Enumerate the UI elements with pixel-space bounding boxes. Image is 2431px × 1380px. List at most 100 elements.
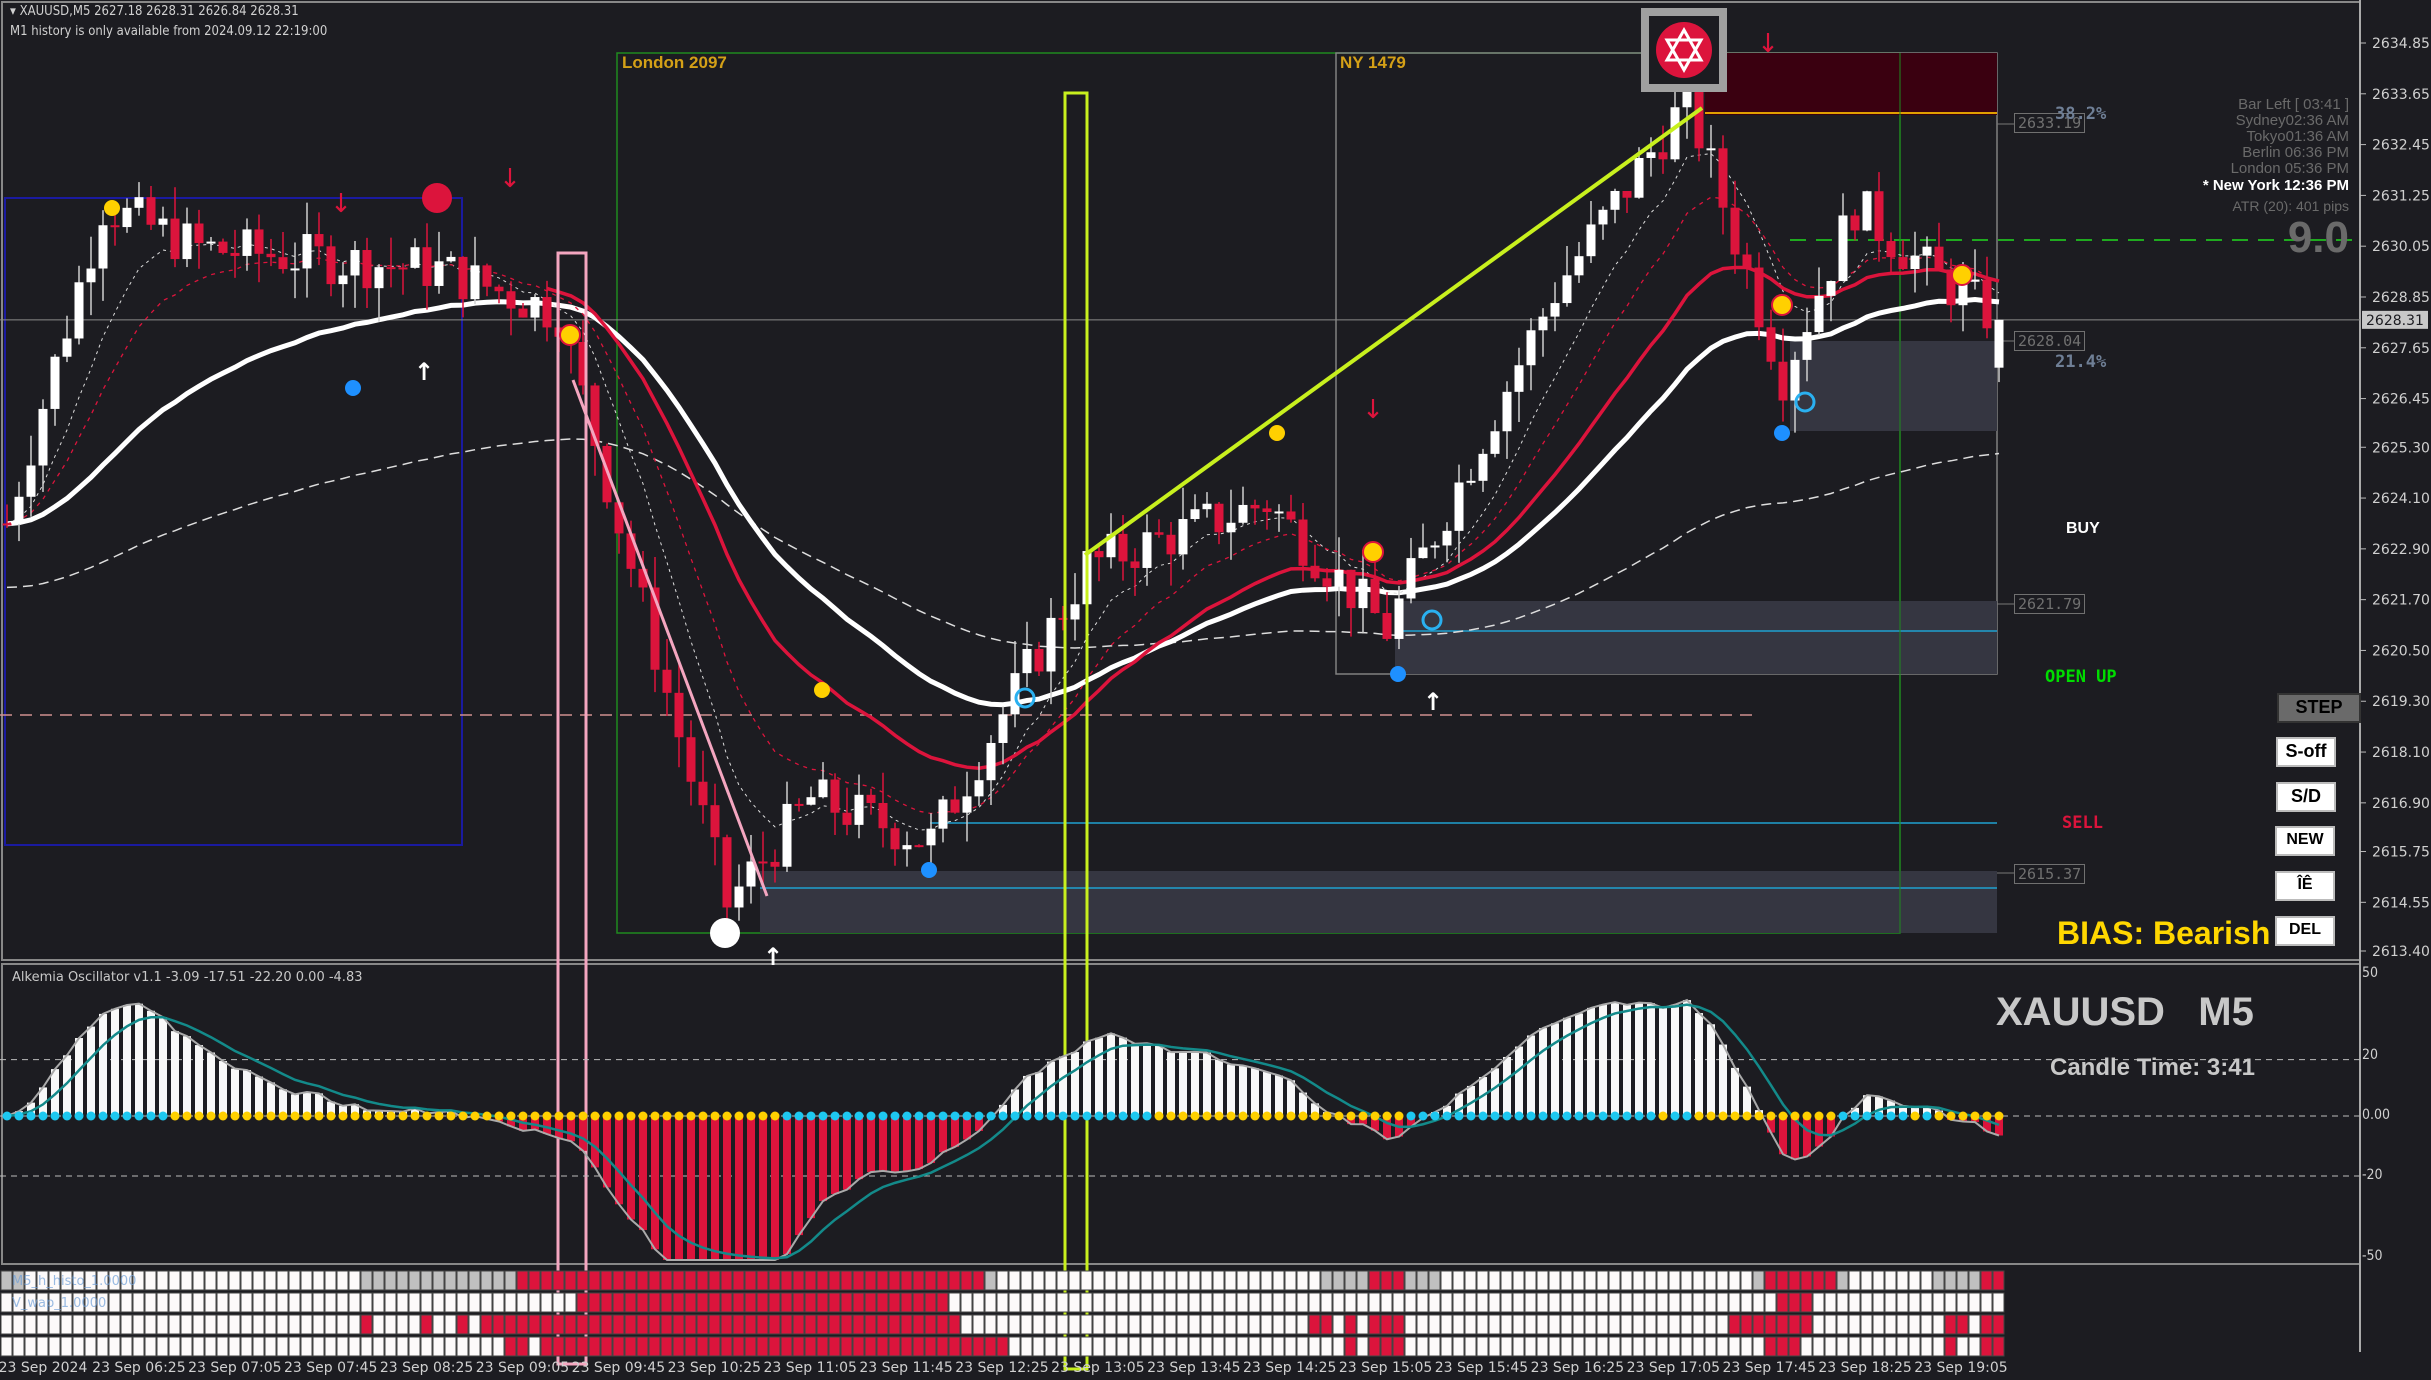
- osc-state-dot: [434, 1111, 444, 1121]
- trend-cell: [624, 1292, 637, 1313]
- candle: [1670, 81, 1680, 163]
- osc-state-dot: [1766, 1111, 1776, 1121]
- candle-body: [1802, 332, 1812, 360]
- trend-cell: [264, 1314, 277, 1335]
- step-button[interactable]: STEP: [2277, 693, 2361, 723]
- trend-cell: [768, 1336, 781, 1357]
- s-d-button[interactable]: S/D: [2276, 782, 2336, 812]
- ie-button[interactable]: ÎÊ: [2275, 871, 2335, 901]
- trend-cell: [276, 1336, 289, 1357]
- candle: [230, 229, 240, 278]
- trend-cell: [1500, 1292, 1513, 1313]
- osc-state-dot: [1346, 1111, 1356, 1121]
- trend-cell: [228, 1292, 241, 1313]
- candle-body: [326, 246, 336, 285]
- candle: [38, 399, 48, 492]
- trend-cell: [1140, 1314, 1153, 1335]
- trend-cell: [1020, 1292, 1033, 1313]
- osc-histogram-bar: [291, 1094, 299, 1116]
- osc-state-dot: [506, 1111, 516, 1121]
- trend-cell: [648, 1336, 661, 1357]
- candle: [1190, 494, 1200, 522]
- trend-cell: [636, 1270, 649, 1291]
- osc-state-dot: [590, 1111, 600, 1121]
- candle: [650, 557, 660, 693]
- osc-state-dot: [182, 1111, 192, 1121]
- trend-cell: [60, 1314, 73, 1335]
- osc-state-dot: [1934, 1111, 1944, 1121]
- trend-cell: [696, 1292, 709, 1313]
- candle: [1598, 206, 1608, 240]
- candle-body: [458, 256, 468, 300]
- candle-body: [1610, 190, 1620, 210]
- trend-cell: [480, 1270, 493, 1291]
- candle-body: [818, 779, 828, 798]
- trend-cell: [1224, 1314, 1237, 1335]
- trend-cell: [48, 1314, 61, 1335]
- trend-cell: [1092, 1270, 1105, 1291]
- osc-histogram-bar: [1563, 1017, 1571, 1116]
- trend-cell: [1044, 1314, 1057, 1335]
- trend-cell: [276, 1292, 289, 1313]
- candle: [494, 284, 504, 304]
- price-tick-label: 2615.75: [2372, 845, 2430, 861]
- trend-cell: [1116, 1336, 1129, 1357]
- candle: [818, 762, 828, 799]
- osc-histogram-bar: [1263, 1071, 1271, 1116]
- candle-body: [1934, 246, 1944, 270]
- trend-cell: [1188, 1270, 1201, 1291]
- trend-cell: [1152, 1292, 1165, 1313]
- candle: [638, 550, 648, 602]
- osc-state-dot: [974, 1111, 984, 1121]
- candle-body: [638, 568, 648, 588]
- s-off-button[interactable]: S-off: [2276, 737, 2336, 767]
- atr-readout: ATR (20): 401 pips: [2232, 198, 2349, 214]
- candle: [938, 795, 948, 843]
- trend-cell: [1740, 1336, 1753, 1357]
- trend-cell: [1044, 1292, 1057, 1313]
- trend-cell: [792, 1314, 805, 1335]
- osc-state-dot: [1742, 1111, 1752, 1121]
- osc-state-dot: [2, 1111, 12, 1121]
- price-tick-label: 2628.85: [2372, 290, 2430, 306]
- trend-cell: [1848, 1336, 1861, 1357]
- trend-cell: [1860, 1292, 1873, 1313]
- osc-state-dot: [170, 1111, 180, 1121]
- ny-session-label: NY 1479: [1340, 53, 1406, 72]
- trend-cell: [1308, 1270, 1321, 1291]
- candle: [1226, 489, 1236, 560]
- osc-state-dot: [254, 1111, 264, 1121]
- candle-body: [1514, 365, 1524, 392]
- price-tick-label: 2613.40: [2372, 944, 2430, 960]
- trend-cell: [660, 1336, 673, 1357]
- open-up-label: OPEN UP: [2045, 667, 2117, 687]
- candle: [386, 237, 396, 288]
- trend-cell: [204, 1336, 217, 1357]
- candle: [1238, 486, 1248, 525]
- trend-cell: [396, 1270, 409, 1291]
- trend-cell: [1452, 1336, 1465, 1357]
- trend-cell: [1776, 1336, 1789, 1357]
- trend-cell: [204, 1270, 217, 1291]
- collapse-triangle-icon[interactable]: ▾: [10, 4, 16, 19]
- osc-histogram-bar: [39, 1087, 47, 1116]
- trend-cell: [960, 1314, 973, 1335]
- osc-state-dot: [950, 1111, 960, 1121]
- candle-body: [746, 861, 756, 887]
- trend-cell: [1212, 1270, 1225, 1291]
- candle-body: [1778, 361, 1788, 401]
- osc-histogram-bar: [783, 1116, 791, 1255]
- osc-histogram-bar: [759, 1116, 767, 1260]
- candle-body: [74, 282, 84, 339]
- trend-cell: [684, 1336, 697, 1357]
- osc-state-dot: [830, 1111, 840, 1121]
- trend-cell: [1572, 1292, 1585, 1313]
- osc-histogram-bar: [903, 1116, 911, 1172]
- new-button[interactable]: NEW: [2275, 826, 2335, 856]
- osc-histogram-bar: [699, 1116, 707, 1260]
- candle-body: [902, 845, 912, 850]
- trend-cell: [168, 1270, 181, 1291]
- del-button[interactable]: DEL: [2275, 916, 2335, 946]
- candle: [422, 223, 432, 310]
